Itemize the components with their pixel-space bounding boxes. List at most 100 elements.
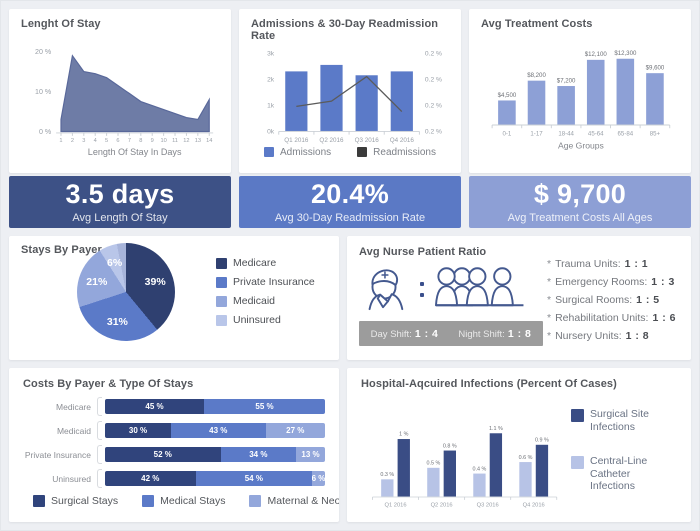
chart-text: Q4 2016 <box>390 137 415 144</box>
panel-title-treatment-costs: Avg Treatment Costs <box>481 18 593 30</box>
admissions-card: Admissions & 30-Day Readmission Rate 0k 0… <box>239 9 461 173</box>
legend-label: Surgical Site Infections <box>590 408 649 433</box>
unit-ratio-row: * Emergency Rooms: 1 : 3 <box>547 276 675 288</box>
stacked-bar-row: Medicaid 30 % 43 % 27 % <box>23 421 325 440</box>
panel-title-length-of-stay: Lenght Of Stay <box>21 18 101 30</box>
stay-type-swatch <box>33 495 45 507</box>
chart-text: 1 <box>59 138 62 144</box>
cost-bar <box>616 58 635 125</box>
legend-item-stay-type: Medical Stays <box>142 495 225 507</box>
chart-text: 1 % <box>399 431 409 437</box>
chart-text: 85+ <box>650 131 661 138</box>
chart-text: $12,300 <box>614 50 637 57</box>
cost-bar <box>498 100 516 125</box>
chart-text: 0.3 % <box>380 472 394 478</box>
admissions-swatch <box>264 147 275 158</box>
kpi-value: 20.4% <box>310 178 390 209</box>
chart-text: 4 <box>94 138 97 144</box>
chart-text: 0.6 % <box>519 454 533 460</box>
surgical-site-bar <box>443 450 456 497</box>
legend-item-stay-type: Surgical Stays <box>33 495 118 507</box>
cost-bar <box>586 59 605 125</box>
length-of-stay-area-chart: 0 % 10 % 20 % 1 2 3 4 5 6 7 8 9 10 11 12 13 14 Length Of … <box>21 32 219 165</box>
admissions-bar <box>285 71 308 131</box>
nurse-patient-icons <box>359 264 545 314</box>
cost-bar <box>527 80 546 125</box>
stacked-bar: 30 % 43 % 27 % <box>105 423 325 438</box>
chart-text: Q2 2016 <box>319 137 344 144</box>
row-category-label: Uninsured <box>52 473 91 484</box>
chart-text: 0.9 % <box>535 437 549 443</box>
top-row: Lenght Of Stay 0 % 10 % 20 % 1 2 3 4 5 6 7 8 9 10 11 1… <box>9 9 691 228</box>
chart-text: 2k <box>267 76 275 83</box>
kpi-banner-avg-length-of-stay: 3.5 days Avg Length Of Stay <box>9 176 231 228</box>
chart-text: 0.2 % <box>425 76 442 83</box>
readmissions-swatch <box>357 147 368 158</box>
nurse-ratio-card: Avg Nurse Patient Ratio Day Shift: 1 : 4 N… <box>347 236 691 360</box>
chart-text: 65-84 <box>618 131 634 138</box>
chart-text: $12,100 <box>585 51 608 58</box>
chart-text: 6 <box>116 138 119 144</box>
stays-by-payer-pie-chart: 39% 31% 21% 6% <box>77 243 175 341</box>
bullet: * <box>547 312 552 324</box>
chart-text: 3k <box>267 51 275 58</box>
panel-title-nurse-ratio: Avg Nurse Patient Ratio <box>359 246 487 258</box>
central-line-bar <box>473 473 486 497</box>
ratio-colon-icon <box>420 281 424 297</box>
bar-segment: 52 % <box>105 447 221 462</box>
admissions-bar <box>320 64 343 131</box>
row-bracket <box>97 469 102 488</box>
nurse-icon <box>359 263 409 316</box>
bar-segment: 55 % <box>204 399 325 414</box>
stacked-bar-row: Medicare 45 % 55 % <box>23 397 325 416</box>
admissions-legend: Admissions Readmissions <box>251 147 449 158</box>
row-category-label: Private Insurance <box>24 449 91 460</box>
stays-by-payer-legend: Medicare Private Insurance Medicaid Uninsur… <box>216 257 315 326</box>
infections-grouped-bar-chart: 0.3 % 1 % 0.5 % 0.8 % 0.4 % 1.1 % 0.6 % 0.9 % Q1… <box>361 416 565 516</box>
chart-text: 0k <box>267 128 275 135</box>
chart-text: Q2 2016 <box>431 502 453 508</box>
row-bracket <box>97 445 102 464</box>
stacked-bar: 42 % 54 % 6 % <box>105 471 325 486</box>
chart-text: 0.2 % <box>425 102 442 109</box>
chart-text: 45-64 <box>588 131 604 138</box>
stacked-bar: 52 % 34 % 13 % <box>105 447 325 462</box>
surgical-site-bar <box>535 444 549 497</box>
payer-swatch <box>216 276 227 288</box>
unit-ratio-row: * Nursery Units: 1 : 8 <box>547 330 650 342</box>
surgical-site-bar <box>489 432 503 497</box>
chart-text: 14 <box>206 138 212 144</box>
nurse-ratio-visual: Day Shift: 1 : 4 Night Shift: 1 : 8 <box>359 264 545 346</box>
shift-ratio-bar: Day Shift: 1 : 4 Night Shift: 1 : 8 <box>359 321 543 346</box>
admissions-bar <box>390 71 413 131</box>
central-line-bar <box>381 478 394 497</box>
bottom-row: Costs By Payer & Type Of Stays Medicare 4… <box>9 368 691 522</box>
chart-text: Q4 2016 <box>523 502 545 508</box>
chart-text: 0.4 % <box>473 466 487 472</box>
bar-segment: 42 % <box>105 471 196 486</box>
bullet: * <box>547 276 552 288</box>
central-line-swatch <box>571 456 584 470</box>
chart-text: 0-1 <box>503 131 512 138</box>
infections-card: Hospital-Aqcuired Infections (Percent Of… <box>347 368 691 522</box>
treatment-costs-bar-chart: $4,500 $8,200 $7,200 $12,100 $12,300 $9,600 0-… <box>481 32 679 154</box>
length-of-stay-card: Lenght Of Stay 0 % 10 % 20 % 1 2 3 4 5 6 7 8 9 10 11 1… <box>9 9 231 173</box>
central-line-bar <box>519 461 532 497</box>
row-bracket <box>97 397 102 416</box>
pie-circle <box>77 243 175 341</box>
chart-text: Q1 2016 <box>385 502 407 508</box>
bullet: * <box>547 294 552 306</box>
admissions-bar <box>355 75 378 131</box>
stacked-bar: 45 % 55 % <box>105 399 325 414</box>
chart-text: Q3 2016 <box>477 502 499 508</box>
bar-segment: 43 % <box>171 423 266 438</box>
legend-item-stay-type: Maternal & Neonatal Stays <box>249 495 339 507</box>
chart-text: 1.1 % <box>489 426 503 432</box>
chart-text: 0 % <box>39 128 52 136</box>
chart-text: 11 <box>172 138 178 144</box>
bar-segment: 6 % <box>312 471 325 486</box>
row-bracket <box>97 421 102 440</box>
panel-admissions: Admissions & 30-Day Readmission Rate 0k 0… <box>239 9 461 228</box>
row-category-label: Medicaid <box>56 425 91 436</box>
bar-segment: 34 % <box>220 447 297 462</box>
